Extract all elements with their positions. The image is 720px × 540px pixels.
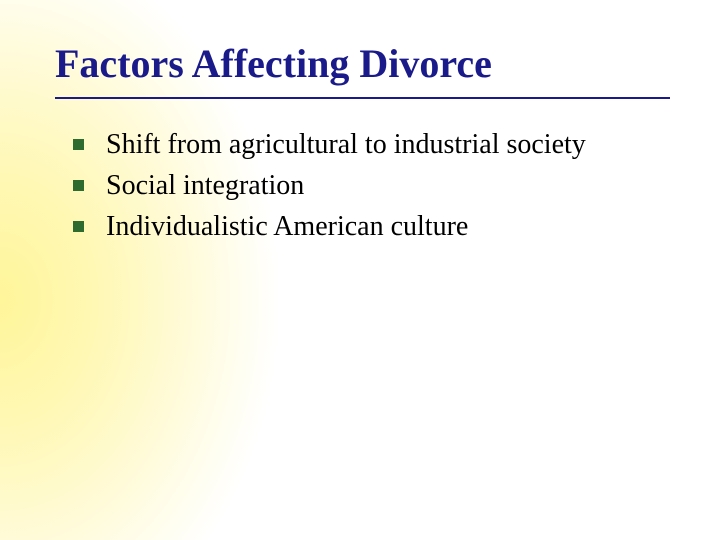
square-bullet-icon xyxy=(73,221,84,232)
list-item: Social integration xyxy=(73,168,670,203)
bullet-list: Shift from agricultural to industrial so… xyxy=(55,127,670,244)
bullet-text: Social integration xyxy=(106,168,304,203)
list-item: Shift from agricultural to industrial so… xyxy=(73,127,670,162)
square-bullet-icon xyxy=(73,139,84,150)
square-bullet-icon xyxy=(73,180,84,191)
slide-container: Factors Affecting Divorce Shift from agr… xyxy=(0,0,720,540)
list-item: Individualistic American culture xyxy=(73,209,670,244)
slide-title: Factors Affecting Divorce xyxy=(55,40,670,87)
bullet-text: Individualistic American culture xyxy=(106,209,468,244)
title-underline xyxy=(55,97,670,99)
bullet-text: Shift from agricultural to industrial so… xyxy=(106,127,586,162)
